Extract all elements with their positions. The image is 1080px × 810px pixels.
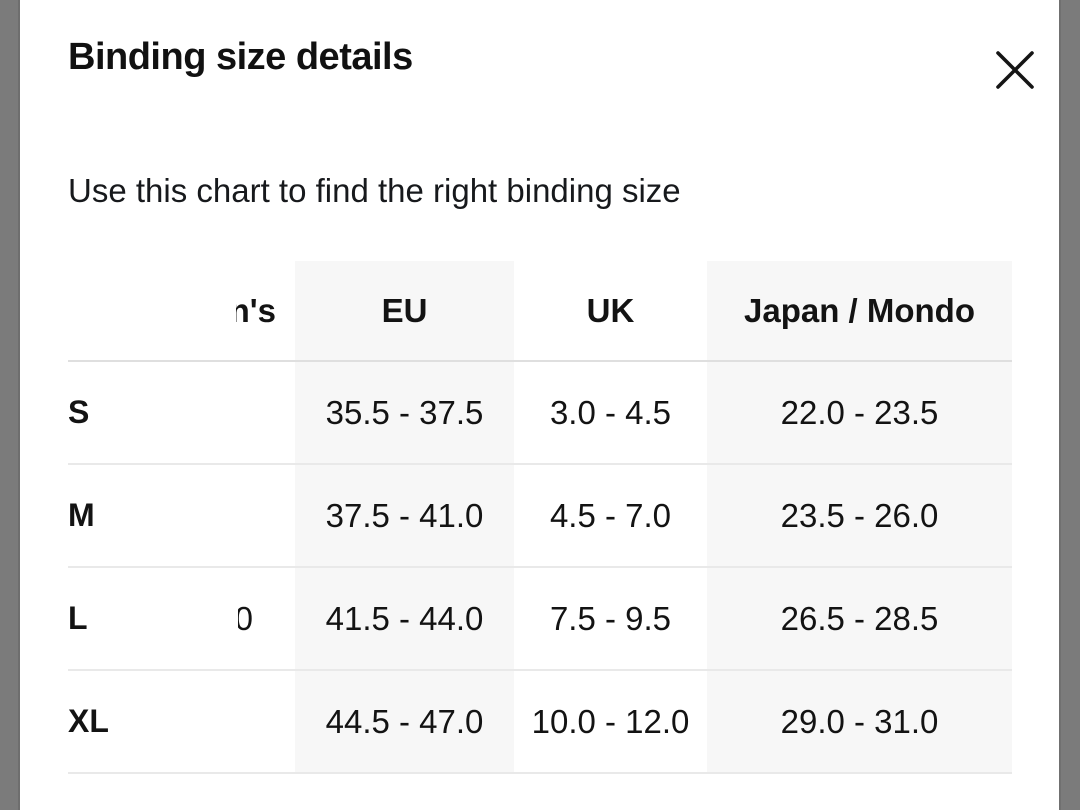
cell-size: L	[68, 600, 88, 636]
header-cell-size	[68, 261, 228, 360]
header-cell-partial: n's	[228, 261, 295, 360]
page-backdrop-right	[1059, 0, 1080, 810]
cell-uk: 3.0 - 4.5	[549, 393, 672, 431]
cell-uk: 10.0 - 12.0	[531, 702, 690, 740]
page-backdrop-left	[0, 0, 20, 810]
modal-header: Binding size details	[22, 0, 1057, 93]
truncated-column-fragment: n's	[236, 291, 276, 329]
close-icon	[995, 51, 1035, 89]
cell-size: XL	[68, 703, 109, 739]
cell-japan: 26.5 - 28.5	[707, 568, 1012, 669]
modal-title: Binding size details	[68, 36, 413, 78]
cell-japan: 29.0 - 31.0	[707, 671, 1012, 772]
cell-size: M	[68, 497, 95, 533]
table-row: S 35.5 - 37.5 3.0 - 4.5 22.0 - 23.5	[68, 362, 1012, 465]
table-header-row: n's EU UK Japan / Mondo	[68, 261, 1012, 362]
cell-eu: 44.5 - 47.0	[295, 671, 514, 772]
modal-subtitle: Use this chart to find the right binding…	[68, 172, 681, 209]
size-table-scroll[interactable]: n's EU UK Japan / Mondo S 35.5 - 37.5 3.0 - 4.…	[68, 261, 1012, 774]
cell-partial	[228, 671, 295, 772]
size-table: n's EU UK Japan / Mondo S 35.5 - 37.5 3.0 - 4.…	[68, 261, 1012, 774]
truncated-column-fragment: 0	[238, 599, 253, 637]
cell-japan: 23.5 - 26.0	[707, 465, 1012, 566]
cell-eu: 37.5 - 41.0	[295, 465, 514, 566]
table-row: XL 44.5 - 47.0 10.0 - 12.0 29.0 - 31.0	[68, 671, 1012, 774]
cell-size: S	[68, 394, 90, 430]
cell-partial	[228, 362, 295, 463]
close-button[interactable]	[991, 47, 1039, 93]
header-cell-eu: EU	[295, 261, 514, 360]
table-row: L 0 41.5 - 44.0 7.5 - 9.5 26.5 - 28.5	[68, 568, 1012, 671]
cell-partial	[228, 465, 295, 566]
cell-eu: 35.5 - 37.5	[295, 362, 514, 463]
header-cell-uk: UK	[586, 291, 635, 329]
cell-eu: 41.5 - 44.0	[295, 568, 514, 669]
cell-uk: 7.5 - 9.5	[549, 599, 672, 637]
cell-japan: 22.0 - 23.5	[707, 362, 1012, 463]
table-row: M 37.5 - 41.0 4.5 - 7.0 23.5 - 26.0	[68, 465, 1012, 568]
cell-uk: 4.5 - 7.0	[549, 496, 672, 534]
cell-partial: 0	[228, 568, 295, 669]
header-cell-japan: Japan / Mondo	[707, 261, 1012, 360]
binding-size-modal: Binding size details Use this chart to f…	[22, 0, 1057, 810]
